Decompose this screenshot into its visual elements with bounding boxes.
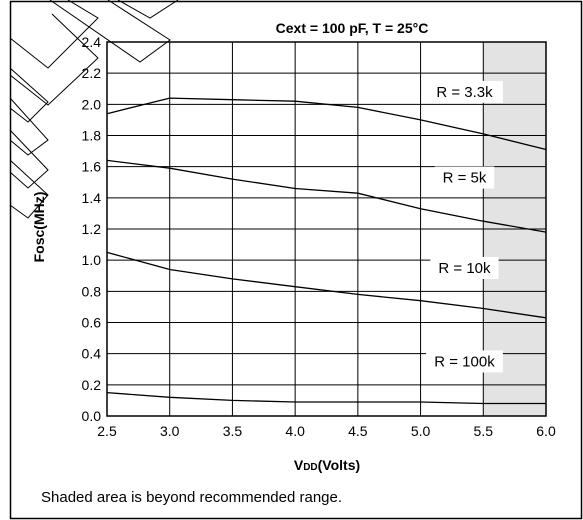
series-label: R = 100k xyxy=(434,353,495,370)
plot-area: R = 3.3k R = 5k R = 10k R = 100k 2.5 3.0 3.5 4… xyxy=(82,34,556,439)
chart-title: Cext = 100 pF, T = 25°C xyxy=(276,20,429,36)
x-tick-label: 4.5 xyxy=(348,423,368,439)
footnote: Shaded area is beyond recommended range. xyxy=(41,489,342,506)
x-tick-label: 6.0 xyxy=(536,423,556,439)
y-tick-label: 1.6 xyxy=(82,159,102,175)
y-tick-label: 0.8 xyxy=(82,283,102,299)
x-axis-label-subscript: DD xyxy=(303,462,317,473)
y-tick-label: 0.0 xyxy=(82,408,102,424)
x-tick-label: 4.0 xyxy=(285,423,305,439)
x-axis-label: VDD(Volts) xyxy=(294,457,360,473)
y-tick-label: 2.4 xyxy=(82,34,102,50)
x-axis-label-units: (Volts) xyxy=(318,457,361,473)
series-line-1 xyxy=(107,98,546,149)
y-tick-label: 2.0 xyxy=(82,96,102,112)
series-label: R = 5k xyxy=(443,170,487,187)
series-line-4 xyxy=(107,393,546,404)
y-tick-label: 2.2 xyxy=(82,65,102,81)
series-label: R = 3.3k xyxy=(436,84,493,101)
y-tick-label: 1.4 xyxy=(82,190,102,206)
y-axis-label: Fosc(MHz) xyxy=(31,192,47,263)
series-label: R = 10k xyxy=(438,260,491,277)
y-tick-label: 0.2 xyxy=(82,377,102,393)
x-tick-label: 3.5 xyxy=(223,423,243,439)
y-tick-label: 1.8 xyxy=(82,128,102,144)
x-tick-label: 5.5 xyxy=(474,423,494,439)
x-tick-label: 5.0 xyxy=(411,423,431,439)
y-tick-label: 1.0 xyxy=(82,252,102,268)
y-tick-label: 0.6 xyxy=(82,315,102,331)
x-tick-label: 2.5 xyxy=(97,423,117,439)
x-tick-labels: 2.5 3.0 3.5 4.0 4.5 5.0 5.5 6.0 xyxy=(97,423,556,439)
x-tick-label: 3.0 xyxy=(160,423,180,439)
y-tick-labels: 0.0 0.2 0.4 0.6 0.8 1.0 1.2 1.4 1.6 1.8 2.0 2.2 2.4 xyxy=(82,34,102,424)
y-tick-label: 0.4 xyxy=(82,346,102,362)
y-tick-label: 1.2 xyxy=(82,221,102,237)
